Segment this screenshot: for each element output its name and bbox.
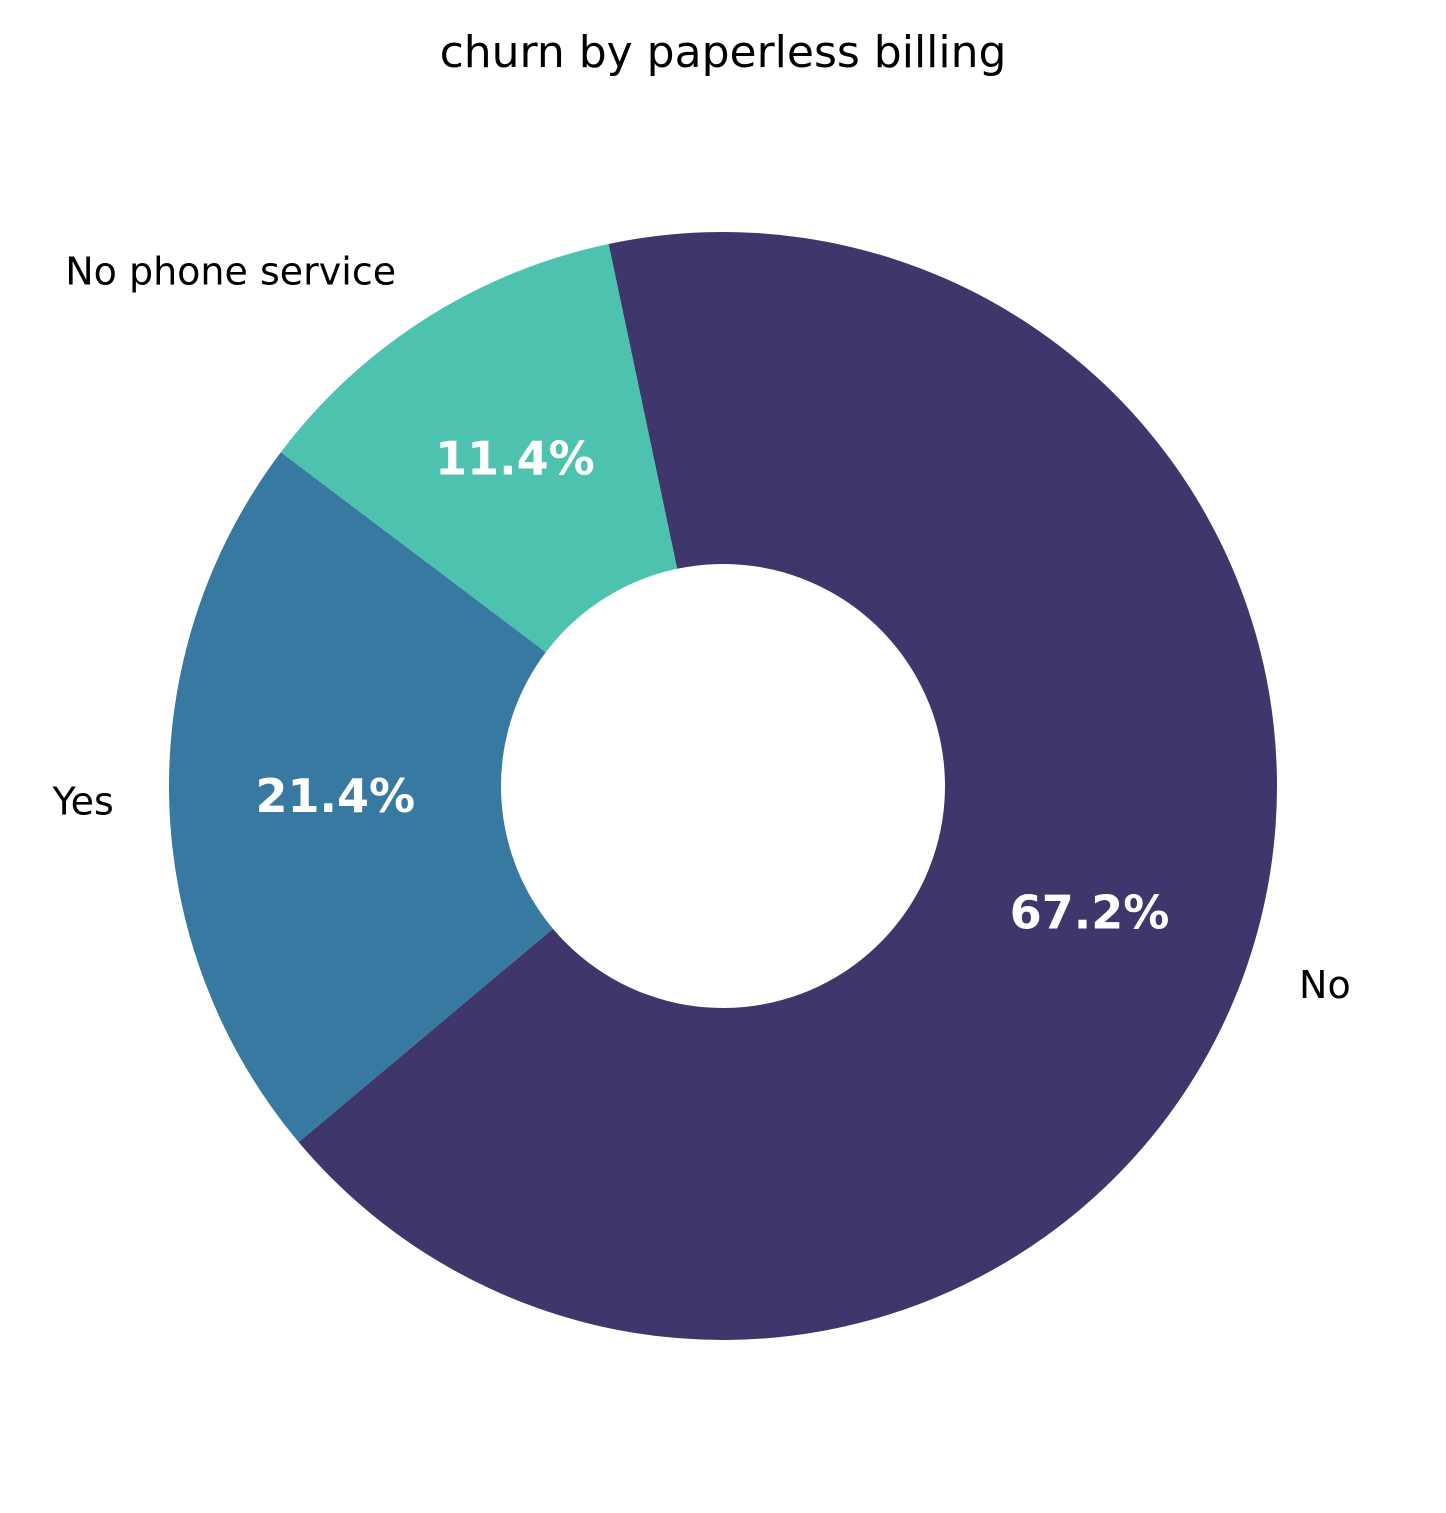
slice-no: [298, 232, 1277, 1341]
slice-yes: [169, 452, 553, 1143]
category-label-yes: Yes: [51, 780, 113, 824]
pct-label-yes: 21.4%: [256, 769, 416, 823]
category-label-no-phone-service: No phone service: [65, 250, 396, 294]
slices-layer: [169, 232, 1277, 1341]
labels-layer: 67.2% No 11.4% No phone service 21.4% Yes: [51, 250, 1350, 1007]
slice-no-phone-service: [280, 243, 678, 653]
category-label-no: No: [1299, 963, 1351, 1007]
chart-title: churn by paperless billing: [440, 27, 1007, 78]
pct-label-no: 67.2%: [1010, 886, 1170, 940]
pct-label-no-phone-service: 11.4%: [435, 432, 595, 486]
